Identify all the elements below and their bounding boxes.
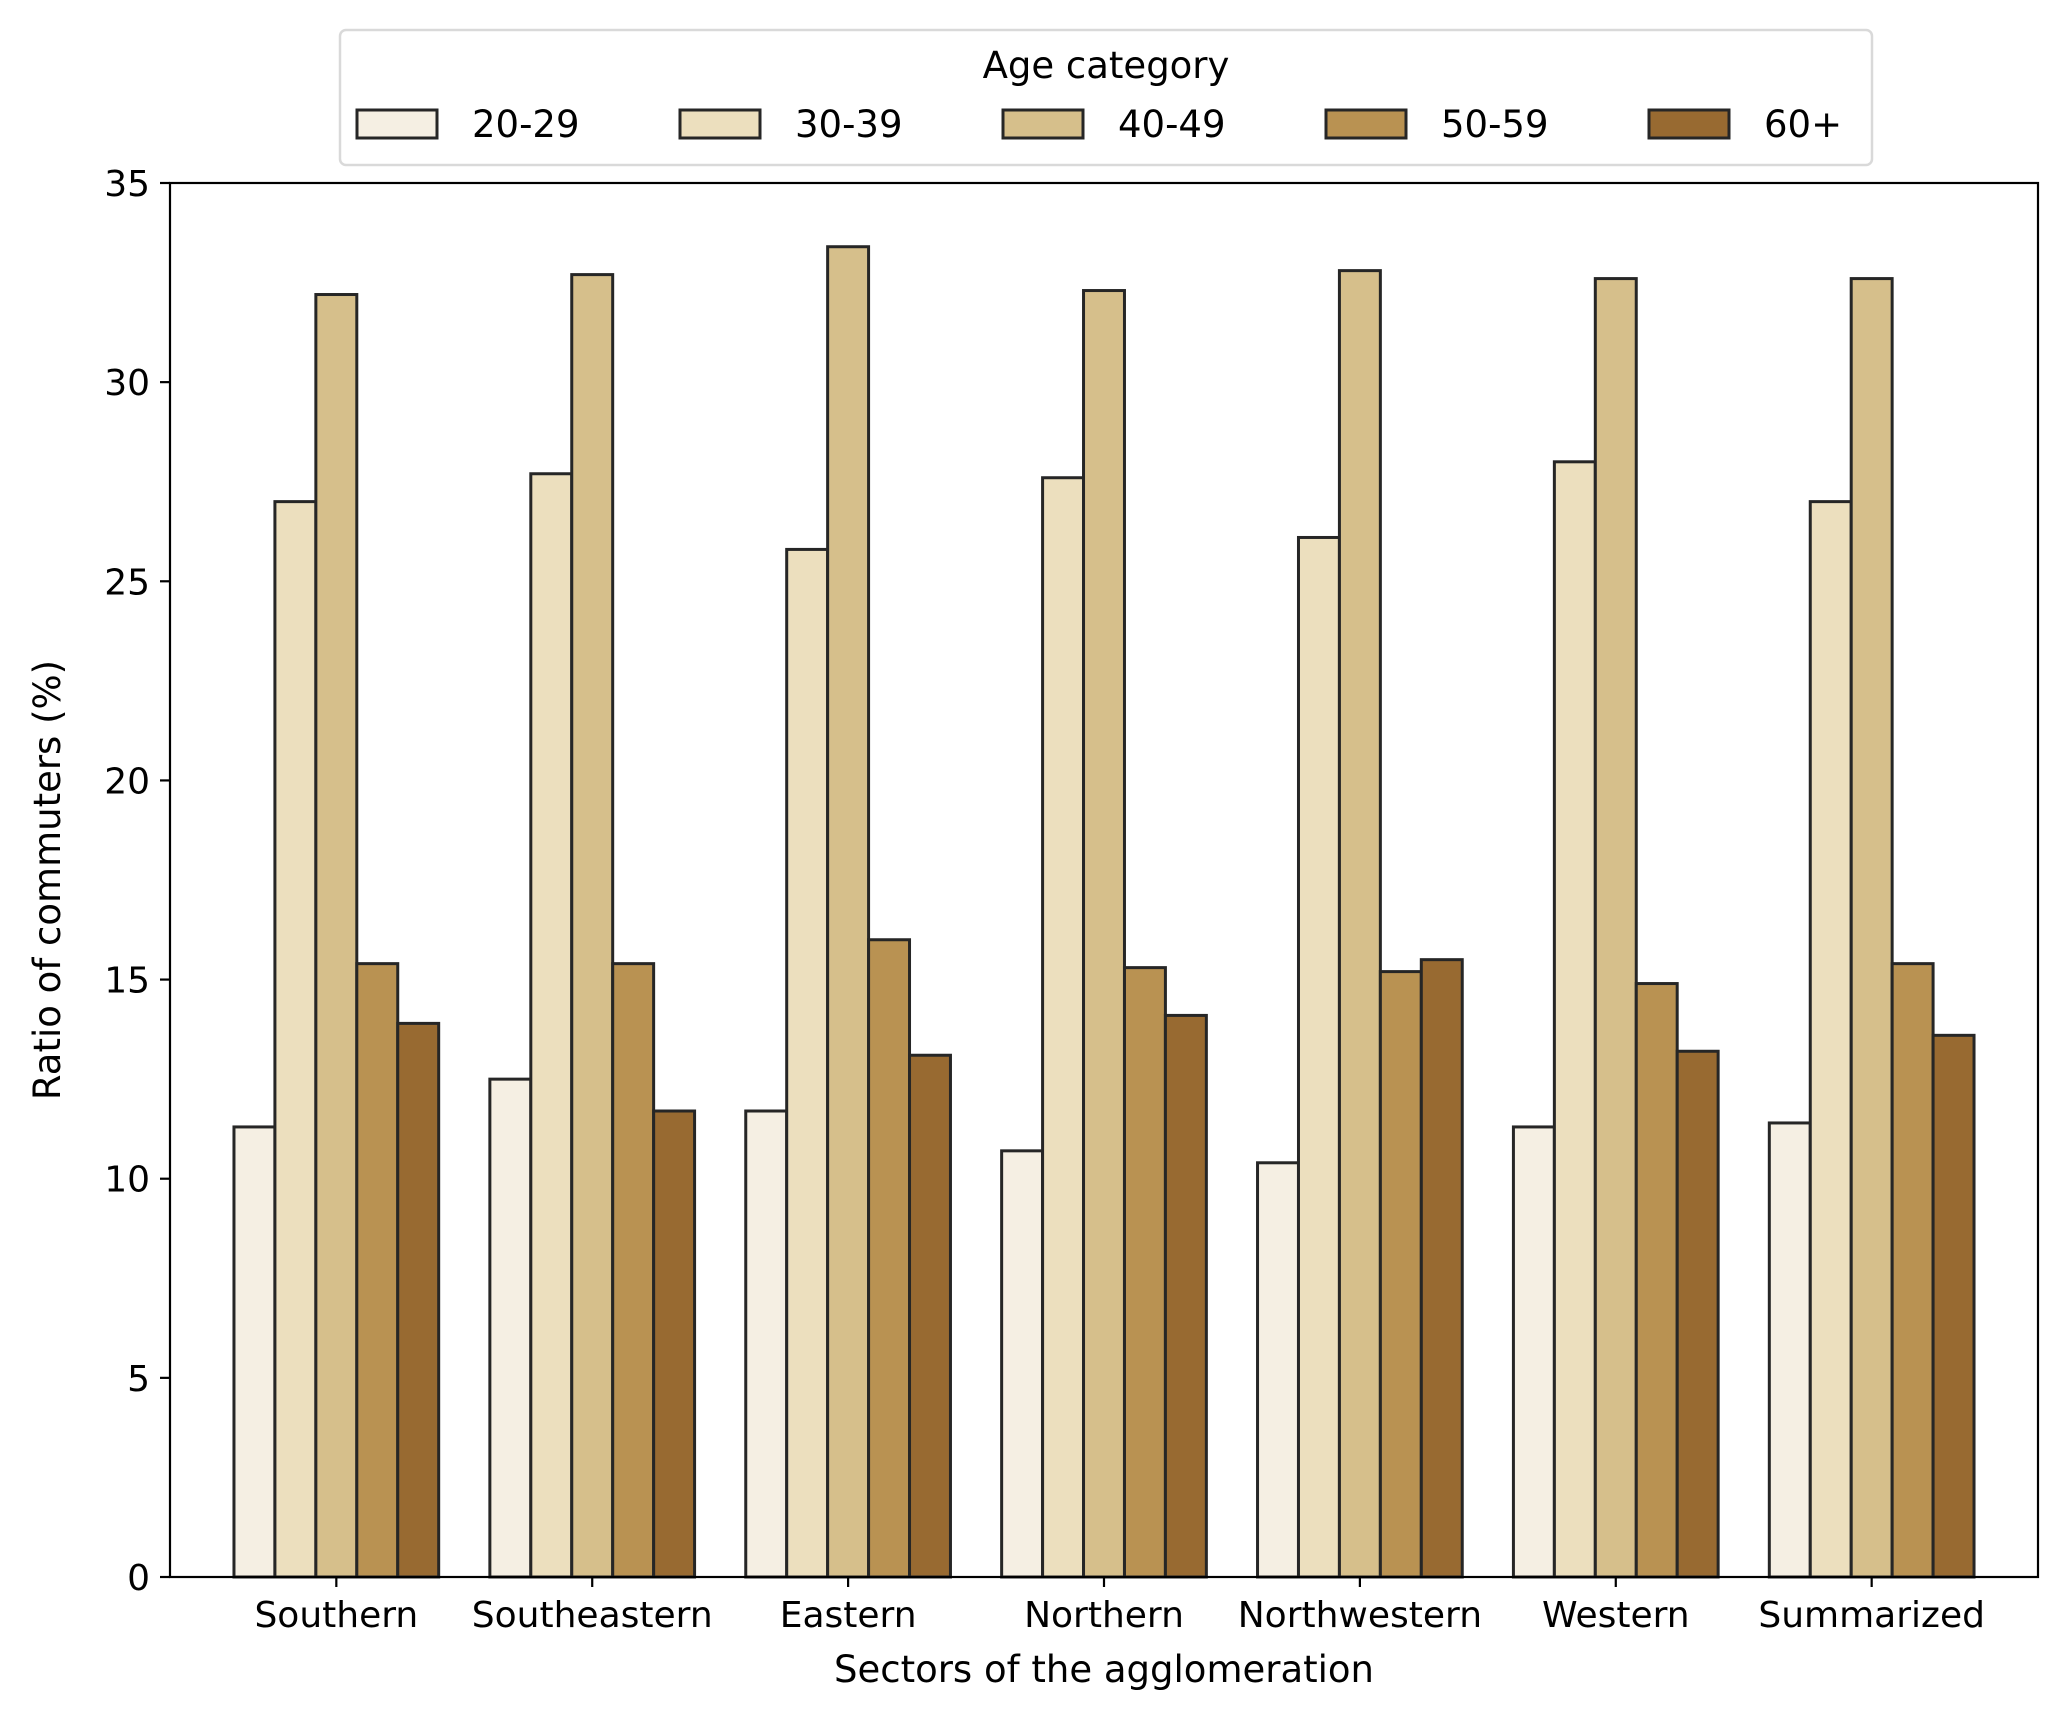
bar-60+-western [1675,1049,1720,1579]
y-tick-label-30: 30 [104,363,150,404]
bar-40-49-summarized [1849,277,1894,1579]
bar-30-39-eastern [785,547,830,1579]
x-axis-ticks: Southern Southeastern Eastern Northern North… [254,1577,1985,1636]
bar-20-29-northern [1000,1149,1045,1579]
y-axis-label: Ratio of commuters (%) [26,660,69,1100]
bar-40-49-northwestern [1337,269,1382,1579]
legend-label-60+: 60+ [1764,103,1842,146]
legend-swatch-50-59 [1324,108,1408,140]
x-tick-label-southern: Southern [254,1595,418,1636]
bar-50-59-western [1634,982,1679,1579]
y-tick-label-15: 15 [104,961,150,1002]
bar-50-59-southeastern [611,962,656,1579]
bar-60+-southern [396,1021,441,1579]
bar-30-39-western [1552,460,1597,1579]
bar-50-59-southern [355,962,400,1579]
x-tick-label-southeastern: Southeastern [472,1595,713,1636]
bar-50-59-eastern [867,938,912,1579]
bar-60+-northern [1163,1013,1208,1579]
bar-60+-summarized [1931,1033,1976,1579]
y-tick-label-25: 25 [104,562,150,603]
bar-30-39-southeastern [529,472,574,1579]
bar-40-49-northern [1082,289,1126,1579]
x-tick-label-northern: Northern [1024,1595,1184,1636]
legend-title: Age category [983,44,1230,87]
plot-frame [168,181,2040,1579]
legend-swatch-40-49 [1001,108,1085,140]
bar-30-39-summarized [1808,500,1853,1579]
y-tick-label-0: 0 [127,1558,150,1599]
legend-items: 20-29 30-39 40-49 50-59 60+ [355,103,1842,146]
bar-30-39-northwestern [1296,535,1341,1579]
y-axis-ticks: 0 5 10 15 20 25 30 35 [104,164,170,1599]
bar-40-49-southern [314,293,359,1579]
legend-swatch-60+ [1647,108,1731,140]
x-tick-label-western: Western [1542,1595,1690,1636]
bar-20-29-western [1511,1125,1556,1579]
legend-swatch-30-39 [678,108,762,140]
bar-20-29-southeastern [488,1077,533,1579]
bar-50-59-northern [1122,966,1167,1579]
bar-60+-southeastern [652,1109,697,1579]
legend-swatch-20-29 [355,108,439,140]
x-tick-label-summarized: Summarized [1758,1595,1985,1636]
bar-40-49-southeastern [570,273,615,1579]
bar-20-29-eastern [744,1109,789,1579]
x-axis-label: Sectors of the agglomeration [834,1648,1374,1691]
bar-20-29-summarized [1767,1121,1812,1579]
bar-20-29-southern [232,1125,277,1579]
bar-40-49-eastern [826,245,871,1579]
legend-label-40-49: 40-49 [1118,103,1226,146]
legend: Age category 20-29 30-39 40-49 50-59 60+ [338,28,1874,167]
bar-60+-northwestern [1419,958,1464,1579]
bar-40-49-western [1593,277,1638,1579]
x-tick-label-northwestern: Northwestern [1238,1595,1482,1636]
y-tick-label-5: 5 [127,1359,150,1400]
bar-30-39-southern [273,500,318,1579]
bar-50-59-northwestern [1378,970,1423,1579]
legend-label-30-39: 30-39 [795,103,903,146]
x-tick-label-eastern: Eastern [780,1595,917,1636]
bar-20-29-northwestern [1256,1161,1300,1579]
bar-30-39-northern [1041,476,1086,1579]
y-tick-label-35: 35 [104,164,150,205]
bar-60+-eastern [908,1053,952,1579]
legend-label-20-29: 20-29 [472,103,580,146]
y-tick-label-20: 20 [104,761,150,802]
y-tick-label-10: 10 [104,1160,150,1201]
legend-label-50-59: 50-59 [1441,103,1549,146]
bar-50-59-summarized [1890,962,1935,1579]
bars-group [232,245,1976,1579]
